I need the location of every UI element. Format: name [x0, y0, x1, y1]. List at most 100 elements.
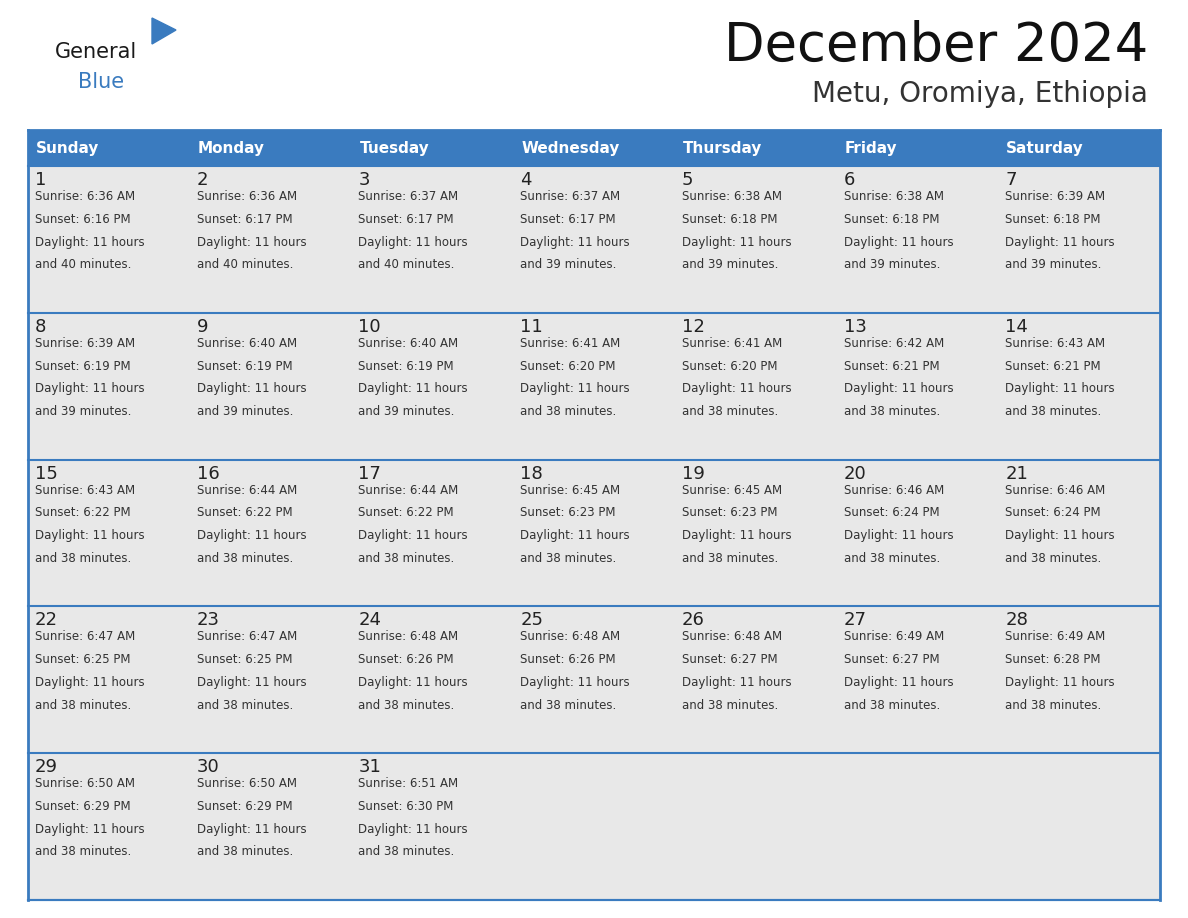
Text: Daylight: 11 hours: Daylight: 11 hours: [682, 236, 791, 249]
Text: Sunrise: 6:48 AM: Sunrise: 6:48 AM: [359, 631, 459, 644]
Text: Sunset: 6:21 PM: Sunset: 6:21 PM: [843, 360, 940, 373]
Text: Daylight: 11 hours: Daylight: 11 hours: [682, 676, 791, 688]
Text: Daylight: 11 hours: Daylight: 11 hours: [197, 676, 307, 688]
Text: 13: 13: [843, 318, 866, 336]
Text: Sunset: 6:17 PM: Sunset: 6:17 PM: [359, 213, 454, 226]
Text: and 40 minutes.: and 40 minutes.: [197, 258, 293, 271]
Text: Daylight: 11 hours: Daylight: 11 hours: [682, 382, 791, 396]
Bar: [190, 130, 352, 166]
Text: Sunset: 6:27 PM: Sunset: 6:27 PM: [682, 653, 777, 666]
Text: Sunset: 6:19 PM: Sunset: 6:19 PM: [359, 360, 454, 373]
Text: Saturday: Saturday: [1006, 140, 1083, 155]
Text: and 38 minutes.: and 38 minutes.: [682, 405, 778, 418]
Text: 24: 24: [359, 611, 381, 630]
Text: Sunrise: 6:46 AM: Sunrise: 6:46 AM: [843, 484, 943, 497]
Text: Sunday: Sunday: [36, 140, 100, 155]
Text: and 38 minutes.: and 38 minutes.: [34, 845, 131, 858]
Text: Daylight: 11 hours: Daylight: 11 hours: [1005, 676, 1114, 688]
Text: Sunrise: 6:47 AM: Sunrise: 6:47 AM: [34, 631, 135, 644]
Text: 7: 7: [1005, 171, 1017, 189]
Text: Sunset: 6:21 PM: Sunset: 6:21 PM: [1005, 360, 1101, 373]
Text: and 38 minutes.: and 38 minutes.: [197, 845, 293, 858]
Bar: [29, 130, 190, 166]
Bar: [513, 166, 675, 313]
Text: 16: 16: [197, 465, 220, 483]
Text: Sunset: 6:26 PM: Sunset: 6:26 PM: [520, 653, 615, 666]
Bar: [352, 130, 513, 166]
Text: Daylight: 11 hours: Daylight: 11 hours: [359, 676, 468, 688]
Bar: [675, 313, 836, 460]
Text: and 39 minutes.: and 39 minutes.: [682, 258, 778, 271]
Text: Daylight: 11 hours: Daylight: 11 hours: [359, 382, 468, 396]
Text: Daylight: 11 hours: Daylight: 11 hours: [34, 676, 145, 688]
Text: General: General: [55, 42, 138, 62]
Text: 21: 21: [1005, 465, 1028, 483]
Text: 12: 12: [682, 318, 704, 336]
Text: Sunrise: 6:39 AM: Sunrise: 6:39 AM: [34, 337, 135, 350]
Text: Daylight: 11 hours: Daylight: 11 hours: [520, 529, 630, 543]
Text: 5: 5: [682, 171, 694, 189]
Text: Daylight: 11 hours: Daylight: 11 hours: [520, 236, 630, 249]
Text: Sunset: 6:22 PM: Sunset: 6:22 PM: [34, 507, 131, 520]
Text: 14: 14: [1005, 318, 1028, 336]
Text: and 38 minutes.: and 38 minutes.: [359, 552, 455, 565]
Text: Sunset: 6:22 PM: Sunset: 6:22 PM: [359, 507, 454, 520]
Bar: [29, 607, 190, 753]
Text: Daylight: 11 hours: Daylight: 11 hours: [34, 382, 145, 396]
Text: December 2024: December 2024: [723, 20, 1148, 72]
Text: Sunset: 6:25 PM: Sunset: 6:25 PM: [34, 653, 131, 666]
Text: Sunset: 6:30 PM: Sunset: 6:30 PM: [359, 800, 454, 813]
Text: 2: 2: [197, 171, 208, 189]
Text: Sunrise: 6:46 AM: Sunrise: 6:46 AM: [1005, 484, 1106, 497]
Text: Sunrise: 6:39 AM: Sunrise: 6:39 AM: [1005, 190, 1105, 203]
Bar: [836, 313, 998, 460]
Bar: [675, 166, 836, 313]
Text: Daylight: 11 hours: Daylight: 11 hours: [197, 823, 307, 835]
Text: 15: 15: [34, 465, 58, 483]
Bar: [352, 166, 513, 313]
Bar: [836, 130, 998, 166]
Text: and 38 minutes.: and 38 minutes.: [843, 552, 940, 565]
Text: Sunrise: 6:43 AM: Sunrise: 6:43 AM: [34, 484, 135, 497]
Text: and 38 minutes.: and 38 minutes.: [682, 699, 778, 711]
Text: Sunrise: 6:36 AM: Sunrise: 6:36 AM: [197, 190, 297, 203]
Text: Sunrise: 6:36 AM: Sunrise: 6:36 AM: [34, 190, 135, 203]
Text: Sunrise: 6:50 AM: Sunrise: 6:50 AM: [197, 778, 297, 790]
Text: Sunset: 6:28 PM: Sunset: 6:28 PM: [1005, 653, 1101, 666]
Text: Daylight: 11 hours: Daylight: 11 hours: [1005, 382, 1114, 396]
Text: Sunset: 6:18 PM: Sunset: 6:18 PM: [843, 213, 939, 226]
Bar: [190, 166, 352, 313]
Text: and 39 minutes.: and 39 minutes.: [359, 405, 455, 418]
Bar: [513, 753, 675, 900]
Text: Sunset: 6:24 PM: Sunset: 6:24 PM: [843, 507, 940, 520]
Text: Sunrise: 6:51 AM: Sunrise: 6:51 AM: [359, 778, 459, 790]
Bar: [513, 130, 675, 166]
Text: Blue: Blue: [78, 72, 124, 92]
Bar: [190, 313, 352, 460]
Text: Daylight: 11 hours: Daylight: 11 hours: [34, 529, 145, 543]
Text: 26: 26: [682, 611, 704, 630]
Text: and 40 minutes.: and 40 minutes.: [359, 258, 455, 271]
Text: and 38 minutes.: and 38 minutes.: [34, 552, 131, 565]
Bar: [513, 607, 675, 753]
Text: Sunrise: 6:37 AM: Sunrise: 6:37 AM: [359, 190, 459, 203]
Text: and 39 minutes.: and 39 minutes.: [197, 405, 293, 418]
Text: 30: 30: [197, 758, 220, 777]
Text: Daylight: 11 hours: Daylight: 11 hours: [520, 382, 630, 396]
Text: and 38 minutes.: and 38 minutes.: [520, 552, 617, 565]
Text: Sunrise: 6:37 AM: Sunrise: 6:37 AM: [520, 190, 620, 203]
Bar: [836, 607, 998, 753]
Text: Sunrise: 6:41 AM: Sunrise: 6:41 AM: [520, 337, 620, 350]
Text: 9: 9: [197, 318, 208, 336]
Text: 27: 27: [843, 611, 866, 630]
Text: Sunrise: 6:40 AM: Sunrise: 6:40 AM: [359, 337, 459, 350]
Text: Sunrise: 6:38 AM: Sunrise: 6:38 AM: [682, 190, 782, 203]
Text: Sunrise: 6:48 AM: Sunrise: 6:48 AM: [682, 631, 782, 644]
Text: Daylight: 11 hours: Daylight: 11 hours: [1005, 529, 1114, 543]
Text: and 38 minutes.: and 38 minutes.: [843, 405, 940, 418]
Text: 29: 29: [34, 758, 58, 777]
Bar: [675, 753, 836, 900]
Text: Monday: Monday: [197, 140, 265, 155]
Text: Sunrise: 6:41 AM: Sunrise: 6:41 AM: [682, 337, 782, 350]
Text: 6: 6: [843, 171, 855, 189]
